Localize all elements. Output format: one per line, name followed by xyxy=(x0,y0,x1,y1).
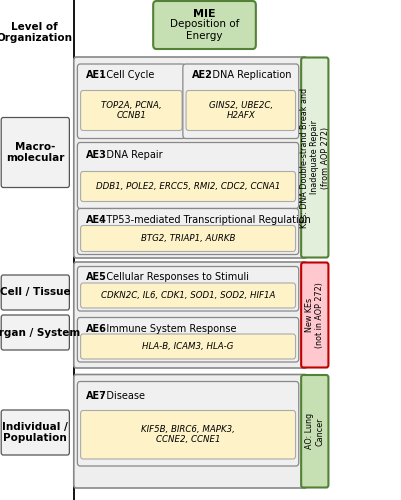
FancyBboxPatch shape xyxy=(74,262,307,368)
Text: : Immune System Response: : Immune System Response xyxy=(100,324,237,334)
Text: : DNA Repair: : DNA Repair xyxy=(100,150,163,160)
FancyBboxPatch shape xyxy=(81,283,296,308)
Text: AE6: AE6 xyxy=(86,324,107,334)
FancyBboxPatch shape xyxy=(301,58,328,258)
FancyBboxPatch shape xyxy=(1,315,69,350)
Text: AE4: AE4 xyxy=(86,215,107,225)
Text: AE2: AE2 xyxy=(192,70,213,80)
FancyBboxPatch shape xyxy=(1,275,69,310)
FancyBboxPatch shape xyxy=(77,318,299,362)
Text: Level of
Organization: Level of Organization xyxy=(0,22,72,44)
Text: MIE: MIE xyxy=(193,9,216,19)
Text: New KEs
(not in AOP 272): New KEs (not in AOP 272) xyxy=(305,282,324,348)
Text: Deposition of
Energy: Deposition of Energy xyxy=(170,19,239,41)
Text: Macro-
molecular: Macro- molecular xyxy=(6,142,65,164)
FancyBboxPatch shape xyxy=(301,262,328,368)
FancyBboxPatch shape xyxy=(77,266,299,311)
FancyBboxPatch shape xyxy=(153,1,256,49)
Text: : Disease: : Disease xyxy=(100,391,145,401)
Text: Organ / System: Organ / System xyxy=(0,328,81,338)
FancyBboxPatch shape xyxy=(77,64,185,138)
Text: GINS2, UBE2C,
H2AFX: GINS2, UBE2C, H2AFX xyxy=(209,101,273,120)
Text: Cell / Tissue: Cell / Tissue xyxy=(0,288,71,298)
Text: : TP53-mediated Transcriptional Regulation: : TP53-mediated Transcriptional Regulati… xyxy=(100,215,311,225)
Text: : Cellular Responses to Stimuli: : Cellular Responses to Stimuli xyxy=(100,272,249,282)
FancyBboxPatch shape xyxy=(77,208,299,254)
FancyBboxPatch shape xyxy=(77,142,299,208)
Text: KEs: DNA Double-strand Break and
Inadequate Repair
(from AOP 272): KEs: DNA Double-strand Break and Inadequ… xyxy=(300,88,330,228)
FancyBboxPatch shape xyxy=(1,410,69,455)
FancyBboxPatch shape xyxy=(81,334,296,359)
FancyBboxPatch shape xyxy=(183,64,299,138)
FancyBboxPatch shape xyxy=(186,90,296,130)
Text: BTG2, TRIAP1, AURKB: BTG2, TRIAP1, AURKB xyxy=(141,234,235,243)
Text: CDKN2C, IL6, CDK1, SOD1, SOD2, HIF1A: CDKN2C, IL6, CDK1, SOD1, SOD2, HIF1A xyxy=(101,291,275,300)
FancyBboxPatch shape xyxy=(81,410,296,459)
FancyBboxPatch shape xyxy=(301,375,328,488)
Text: TOP2A, PCNA,
CCNB1: TOP2A, PCNA, CCNB1 xyxy=(101,101,162,120)
Text: DDB1, POLE2, ERCC5, RMI2, CDC2, CCNA1: DDB1, POLE2, ERCC5, RMI2, CDC2, CCNA1 xyxy=(96,182,280,191)
Text: KIF5B, BIRC6, MAPK3,
CCNE2, CCNE1: KIF5B, BIRC6, MAPK3, CCNE2, CCNE1 xyxy=(141,425,235,444)
Text: AE7: AE7 xyxy=(86,391,107,401)
Text: AE5: AE5 xyxy=(86,272,107,282)
FancyBboxPatch shape xyxy=(77,382,299,466)
FancyBboxPatch shape xyxy=(81,172,296,202)
FancyBboxPatch shape xyxy=(81,90,182,130)
Text: : DNA Replication: : DNA Replication xyxy=(206,70,291,80)
FancyBboxPatch shape xyxy=(74,374,307,488)
Text: Individual /
Population: Individual / Population xyxy=(2,422,68,444)
FancyBboxPatch shape xyxy=(74,57,307,258)
FancyBboxPatch shape xyxy=(81,226,296,252)
Text: AE3: AE3 xyxy=(86,150,107,160)
Text: AE1: AE1 xyxy=(86,70,107,80)
Text: HLA-B, ICAM3, HLA-G: HLA-B, ICAM3, HLA-G xyxy=(142,342,234,351)
Text: AO: Lung
Cancer: AO: Lung Cancer xyxy=(305,413,324,450)
FancyBboxPatch shape xyxy=(1,118,69,188)
Text: : Cell Cycle: : Cell Cycle xyxy=(100,70,154,80)
